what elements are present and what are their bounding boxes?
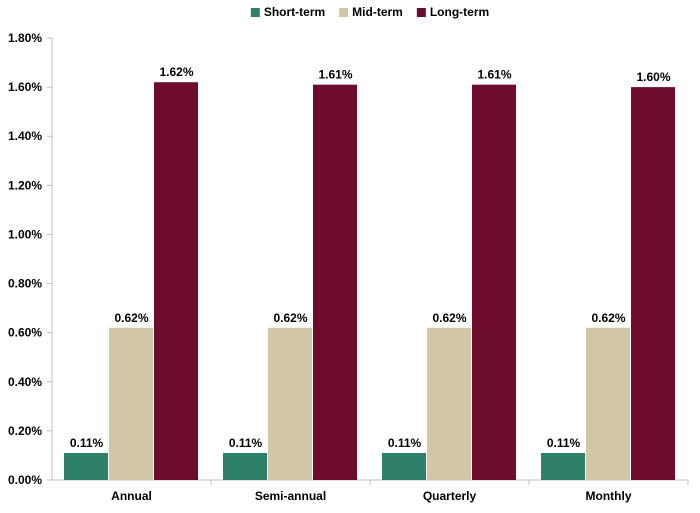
legend-swatch <box>339 8 349 17</box>
bar-mid-term <box>427 327 471 480</box>
data-label: 0.11% <box>70 436 104 450</box>
y-tick-label: 0.60% <box>8 326 42 340</box>
bar-long-term <box>154 82 198 480</box>
y-tick-label: 0.00% <box>8 473 42 487</box>
data-label: 0.62% <box>273 311 307 325</box>
bar-long-term <box>472 84 516 481</box>
legend: Short-term Mid-term Long-term <box>250 5 489 19</box>
legend-label: Short-term <box>264 5 325 19</box>
y-tick-label: 1.40% <box>8 129 42 143</box>
data-label: 0.11% <box>388 436 422 450</box>
y-tick-label: 0.80% <box>8 277 42 291</box>
y-tick-label: 1.80% <box>8 31 42 45</box>
x-axis: Annual Semi-annual Quarterly Monthly <box>52 479 689 503</box>
bar-short-term <box>223 452 267 480</box>
data-label: 0.62% <box>114 311 148 325</box>
bar-short-term <box>541 452 585 480</box>
y-tick-label: 1.00% <box>8 227 42 241</box>
bar-long-term <box>313 84 357 481</box>
data-labels: 0.11% 0.62% 1.62% 0.11% 0.62% 1.61% 0.11% 0.62%… <box>70 65 671 450</box>
x-category-label: Annual <box>111 489 152 503</box>
y-tick-label: 1.60% <box>8 80 42 94</box>
bar-short-term <box>64 452 108 480</box>
legend-swatch <box>250 8 260 17</box>
bar-long-term <box>631 87 675 480</box>
bar-mid-term <box>109 327 153 480</box>
x-category-label: Quarterly <box>423 489 477 503</box>
data-label: 0.62% <box>432 311 466 325</box>
data-label: 0.11% <box>229 436 263 450</box>
data-label: 0.11% <box>547 436 581 450</box>
y-axis: 0.00% 0.20% 0.40% 0.60% 0.80% 1.00% 1.20% 1.40%… <box>8 31 53 487</box>
y-tick-label: 0.40% <box>8 375 42 389</box>
legend-label: Long-term <box>430 5 489 19</box>
bars <box>64 82 675 481</box>
data-label: 1.61% <box>318 68 352 82</box>
data-label: 1.62% <box>159 65 193 79</box>
data-label: 1.61% <box>477 68 511 82</box>
legend-label: Mid-term <box>352 5 403 19</box>
bar-mid-term <box>586 327 630 480</box>
y-tick-label: 0.20% <box>8 424 42 438</box>
data-label: 0.62% <box>591 311 625 325</box>
y-tick-label: 1.20% <box>8 178 42 192</box>
x-category-label: Semi-annual <box>255 489 326 503</box>
bar-mid-term <box>268 327 312 480</box>
x-category-label: Monthly <box>586 489 632 503</box>
legend-swatch <box>416 8 426 17</box>
data-label: 1.60% <box>636 70 670 84</box>
bar-short-term <box>382 452 426 480</box>
